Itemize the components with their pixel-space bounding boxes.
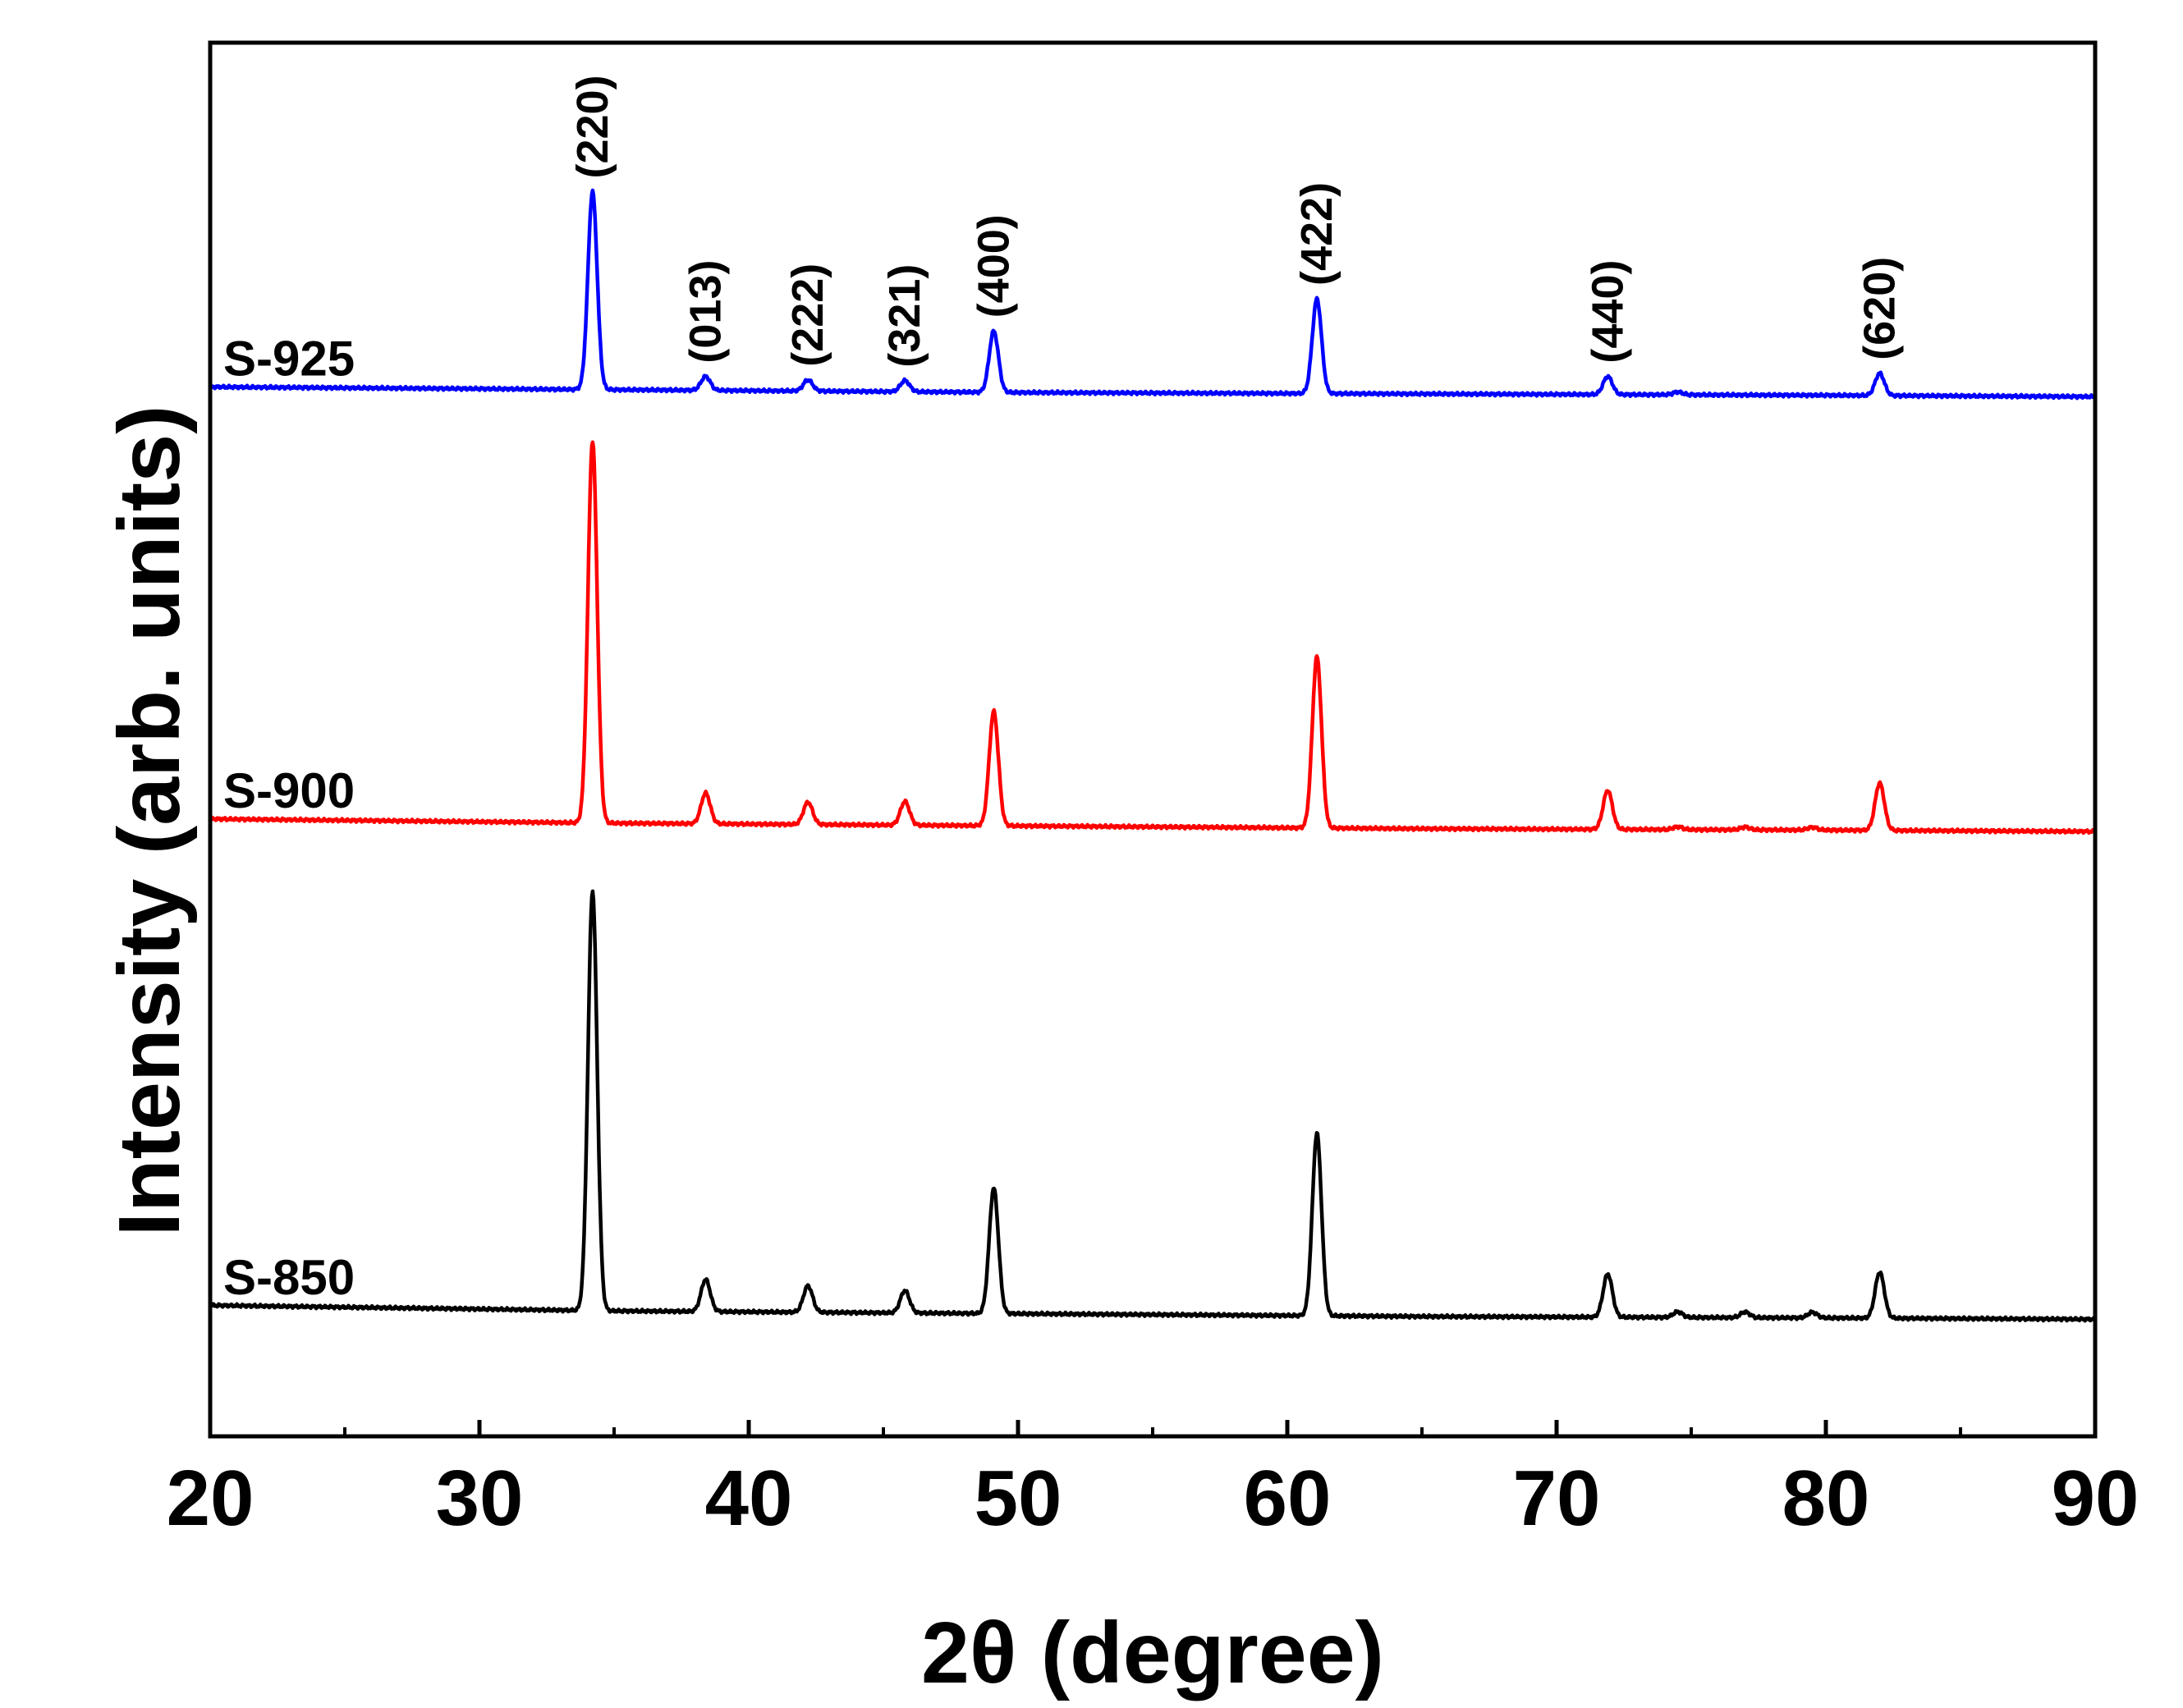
- peak-label-013: (013): [681, 260, 731, 364]
- series-label-s-925: S-925: [223, 332, 355, 387]
- peak-label-620: (620): [1855, 257, 1905, 360]
- series-group: [209, 188, 2098, 1323]
- series-labels-group: S-925 S-900 S-850: [223, 332, 355, 1305]
- peak-label-422: (422): [1292, 182, 1341, 286]
- series-label-s-850: S-850: [223, 1250, 355, 1305]
- x-tick-label: 20: [167, 1454, 255, 1542]
- x-tick-label: 30: [436, 1454, 524, 1542]
- series-line-s-850: [209, 889, 2098, 1323]
- x-tick-label: 90: [2052, 1454, 2139, 1542]
- series-line-s-925: [209, 188, 2097, 401]
- peak-label-400: (400): [970, 214, 1019, 318]
- x-tick-label: 40: [705, 1454, 793, 1542]
- peak-annotations-group: (220) (013) (222) (321) (400) (422) (440) (620): [568, 75, 1905, 367]
- x-axis-title: 2θ (degree): [921, 1605, 1384, 1701]
- series-line-s-900: [209, 440, 2097, 836]
- peak-label-220: (220): [568, 75, 617, 178]
- x-ticks-group: 20 30 40 50 60 70 80 90: [167, 1420, 2139, 1542]
- plot-frame: [208, 40, 2098, 1439]
- peak-label-321: (321): [880, 264, 929, 368]
- peak-label-440: (440): [1583, 260, 1632, 364]
- x-tick-label: 60: [1244, 1454, 1332, 1542]
- x-tick-label: 70: [1513, 1454, 1601, 1542]
- x-tick-label: 50: [975, 1454, 1062, 1542]
- x-tick-label: 80: [1782, 1454, 1870, 1542]
- y-axis-title: Intensity (arb. units): [101, 405, 198, 1237]
- peak-label-222: (222): [783, 263, 832, 367]
- series-label-s-900: S-900: [223, 763, 355, 818]
